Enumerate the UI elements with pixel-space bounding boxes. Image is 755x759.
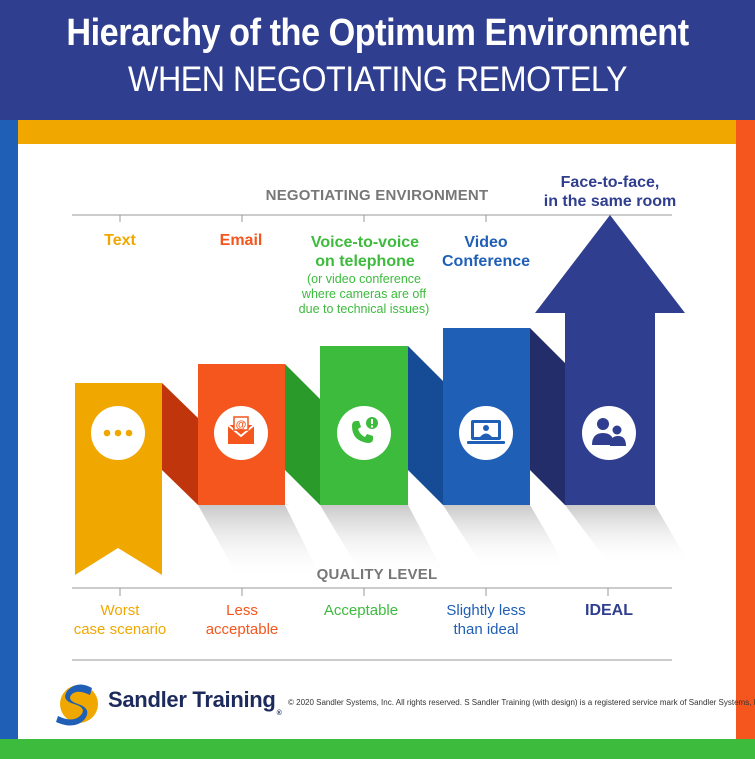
svg-text:@: @ (236, 419, 247, 431)
brand-name: Sandler Training® (108, 687, 282, 717)
page-subtitle: WHEN NEGOTIATING REMOTELY (128, 60, 627, 99)
step-shadow (320, 505, 445, 575)
step-shadow (198, 505, 322, 580)
quality-line: case scenario (73, 621, 167, 638)
quality-face: IDEAL (548, 601, 670, 620)
label-video: Video Conference (426, 233, 546, 271)
label-voice: Voice-to-voice on telephone (290, 233, 440, 271)
step-shadow (565, 505, 690, 565)
header-banner: Hierarchy of the Optimum Environment WHE… (0, 0, 755, 120)
quality-text: Worst case scenario (60, 601, 180, 639)
phone-icon (337, 406, 391, 460)
note-line: (or video conference (307, 272, 421, 286)
note-line: where cameras are off (301, 287, 427, 301)
brand-mark: ® (276, 710, 282, 717)
top-accent-stripe (18, 120, 736, 144)
laptop-user-icon (459, 406, 513, 460)
connector-video-face (530, 328, 565, 505)
left-accent-stripe (0, 120, 18, 740)
label-voice-note: (or video conference where cameras are o… (280, 272, 448, 317)
section-heading-quality: QUALITY LEVEL (316, 566, 438, 583)
quality-line: Less (226, 602, 258, 619)
quality-line: IDEAL (585, 602, 633, 619)
label-video-line1: Video (464, 234, 508, 251)
quality-email: Less acceptable (182, 601, 302, 639)
connector-email-voice (285, 364, 320, 505)
brand-text: Sandler Training (108, 687, 276, 712)
quality-line: than ideal (453, 621, 519, 638)
quality-line: Worst (100, 602, 140, 619)
step-shadow (443, 505, 568, 570)
label-voice-line1: Voice-to-voice (310, 234, 420, 251)
right-accent-stripe (736, 120, 755, 740)
quality-line: acceptable (205, 621, 279, 638)
chat-bubble-icon (91, 406, 145, 460)
step-face-arrow (535, 215, 685, 505)
label-voice-line2: on telephone (315, 253, 415, 270)
quality-line: Acceptable (323, 602, 399, 619)
copyright-notice: © 2020 Sandler Systems, Inc. All rights … (288, 698, 755, 707)
label-face: Face-to-face, in the same room (535, 173, 685, 211)
sandler-logo-icon (56, 684, 98, 726)
connector-text-email (162, 383, 198, 505)
connector-voice-video (408, 346, 443, 505)
label-video-line2: Conference (441, 253, 531, 270)
people-icon (582, 406, 636, 460)
section-heading-environment: NEGOTIATING ENVIRONMENT (265, 187, 489, 204)
page-title: Hierarchy of the Optimum Environment (66, 12, 689, 54)
label-face-line1: Face-to-face, (560, 174, 660, 191)
label-face-line2: in the same room (543, 193, 677, 210)
bottom-accent-stripe (0, 739, 755, 759)
label-text: Text (104, 232, 136, 249)
quality-video: Slightly less than ideal (420, 601, 552, 639)
quality-voice: Acceptable (300, 601, 422, 620)
note-line: due to technical issues) (298, 302, 430, 316)
quality-line: Slightly less (446, 602, 526, 619)
envelope-at-icon: @ (214, 406, 268, 460)
label-email: Email (219, 232, 263, 249)
